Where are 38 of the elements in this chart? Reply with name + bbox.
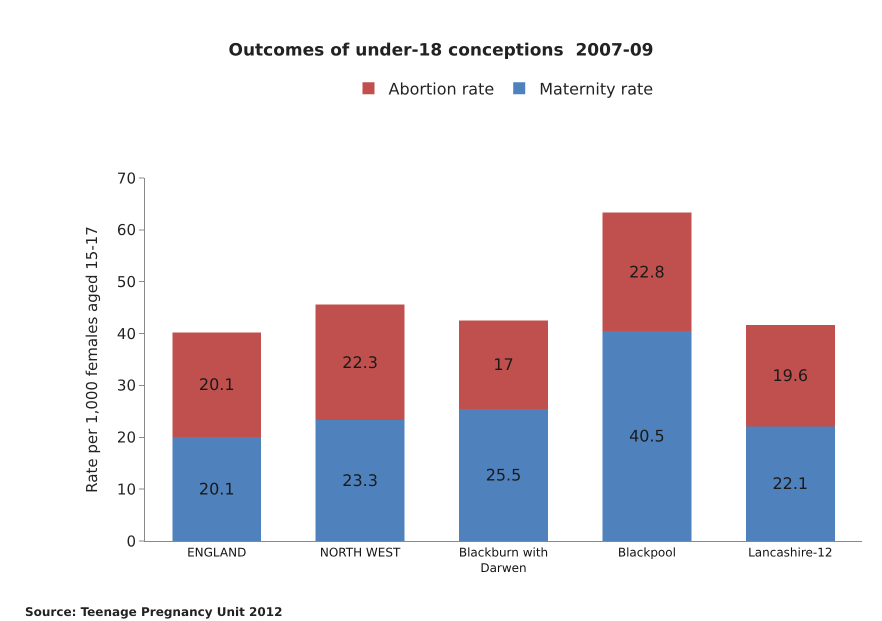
y-tick-label: 20: [116, 428, 136, 447]
legend-label: Maternity rate: [539, 80, 654, 99]
chart-title: Outcomes of under-18 conceptions 2007-09: [228, 40, 654, 60]
y-tick-label: 30: [116, 376, 136, 395]
y-tick-label: 70: [116, 169, 136, 188]
y-tick-label: 50: [116, 272, 136, 291]
bar: [602, 212, 692, 331]
bar: [459, 408, 548, 541]
y-tick-label: 60: [116, 221, 136, 240]
bar: [172, 436, 262, 541]
data-label: 19.6: [772, 366, 808, 386]
data-label: 22.8: [629, 262, 665, 282]
data-label: 17: [493, 355, 514, 374]
data-label: 25.5: [486, 465, 522, 484]
bar: [459, 320, 548, 409]
y-tick-label: 0: [126, 532, 136, 550]
x-tick-label: ENGLAND: [187, 545, 246, 560]
data-label: 23.3: [342, 471, 378, 490]
data-label: 20.1: [198, 479, 235, 498]
bar: [172, 332, 262, 437]
source-note: Source: Teenage Pregnancy Unit 2012: [25, 605, 282, 619]
bar: [316, 304, 405, 420]
bar: [746, 426, 835, 541]
x-tick-label: Lancashire-12: [748, 545, 833, 560]
x-tick-label: NORTH WEST: [320, 545, 401, 560]
y-axis-title: Rate per 1,000 females aged 15-17: [83, 226, 102, 493]
bar: [316, 420, 405, 541]
y-tick-label: 40: [116, 324, 136, 343]
x-tick-label: Blackpool: [618, 545, 676, 560]
bar: [602, 330, 692, 541]
x-tick-label: Blackburn with Darwen: [458, 545, 548, 575]
legend-label: Abortion rate: [388, 80, 494, 99]
data-label: 22.3: [342, 352, 378, 372]
data-label: 20.1: [198, 375, 235, 394]
data-label: 40.5: [629, 426, 665, 446]
y-tick-label: 10: [116, 480, 136, 498]
data-label: 22.1: [772, 474, 808, 494]
bar: [746, 324, 835, 426]
